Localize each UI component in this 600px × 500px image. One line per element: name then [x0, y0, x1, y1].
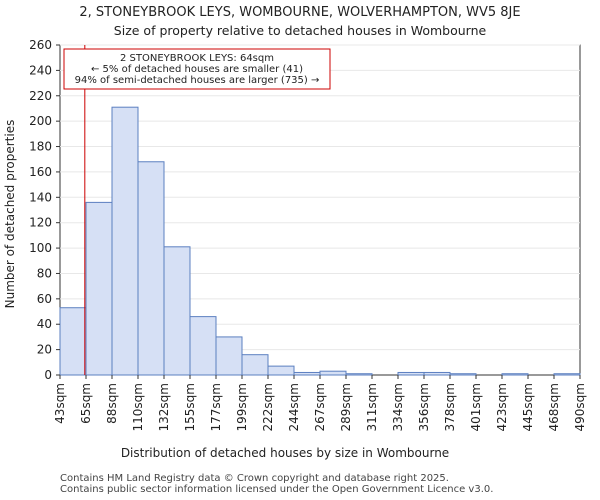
y-tick-label: 200 — [29, 114, 52, 128]
y-tick-label: 20 — [37, 343, 52, 357]
bar — [215, 336, 243, 376]
chart-subtitle: Size of property relative to detached ho… — [114, 23, 487, 38]
x-axis: 43sqm 65sqm 88sqm 110sqm 132sqm 155sqm 177sqm 1… — [53, 375, 587, 431]
x-tick-label: 267sqm — [313, 383, 327, 431]
footer-line-2: Contains public sector information licen… — [60, 484, 494, 495]
y-tick-label: 0 — [44, 368, 52, 382]
footer-line-1: Contains HM Land Registry data © Crown c… — [60, 473, 449, 484]
y-tick-label: 100 — [29, 241, 52, 255]
bar — [111, 106, 139, 376]
y-tick-label: 80 — [37, 266, 52, 280]
bar — [553, 373, 581, 376]
x-tick-label: 490sqm — [573, 383, 587, 431]
y-tick-label: 120 — [29, 216, 52, 230]
x-tick-label: 43sqm — [53, 383, 67, 424]
bar — [267, 365, 295, 376]
bar — [59, 307, 87, 376]
bar — [423, 371, 451, 376]
bar — [397, 371, 425, 376]
annotation-line-2: ← 5% of detached houses are smaller (41) — [91, 64, 303, 75]
bar — [163, 246, 191, 376]
x-tick-label: 378sqm — [443, 383, 457, 431]
x-tick-label: 88sqm — [105, 383, 119, 424]
bars-layer — [59, 106, 581, 376]
x-tick-label: 401sqm — [469, 383, 483, 431]
x-axis-label: Distribution of detached houses by size … — [121, 446, 449, 460]
y-tick-label: 260 — [29, 38, 52, 52]
x-tick-label: 132sqm — [157, 383, 171, 431]
footer: Contains HM Land Registry data © Crown c… — [60, 473, 493, 495]
x-tick-label: 423sqm — [495, 383, 509, 431]
annotation-box: 2 STONEYBROOK LEYS: 64sqm ← 5% of detach… — [63, 48, 331, 90]
x-tick-label: 222sqm — [261, 383, 275, 431]
bar — [345, 373, 373, 376]
x-tick-label: 155sqm — [183, 383, 197, 431]
x-tick-label: 199sqm — [235, 383, 249, 431]
bar — [241, 354, 269, 376]
annotation-line-3: 94% of semi-detached houses are larger (… — [75, 75, 320, 86]
chart-title: 2, STONEYBROOK LEYS, WOMBOURNE, WOLVERHA… — [79, 5, 520, 20]
x-tick-label: 445sqm — [521, 383, 535, 431]
x-tick-label: 356sqm — [417, 383, 431, 431]
y-tick-label: 220 — [29, 89, 52, 103]
annotation-line-1: 2 STONEYBROOK LEYS: 64sqm — [120, 53, 274, 64]
bar — [293, 371, 321, 376]
x-tick-label: 244sqm — [287, 383, 301, 431]
y-tick-label: 60 — [37, 292, 52, 306]
x-tick-label: 65sqm — [79, 383, 93, 424]
x-tick-label: 468sqm — [547, 383, 561, 431]
y-axis: 0 20 40 60 80 100 120 140 160 180 200 220 240 260 — [29, 38, 60, 382]
y-tick-label: 180 — [29, 140, 52, 154]
bar — [449, 373, 477, 376]
bar — [501, 373, 529, 376]
x-tick-label: 177sqm — [209, 383, 223, 431]
x-tick-label: 289sqm — [339, 383, 353, 431]
x-tick-label: 334sqm — [391, 383, 405, 431]
bar — [319, 370, 347, 376]
bar — [85, 201, 113, 376]
x-tick-label: 311sqm — [365, 383, 379, 431]
y-tick-label: 160 — [29, 165, 52, 179]
bar — [189, 316, 217, 376]
y-axis-label: Number of detached properties — [3, 120, 17, 309]
y-tick-label: 140 — [29, 190, 52, 204]
x-tick-label: 110sqm — [131, 383, 145, 431]
y-tick-label: 240 — [29, 63, 52, 77]
annotation-border — [63, 48, 331, 90]
bar — [137, 161, 165, 376]
y-tick-label: 40 — [37, 317, 52, 331]
